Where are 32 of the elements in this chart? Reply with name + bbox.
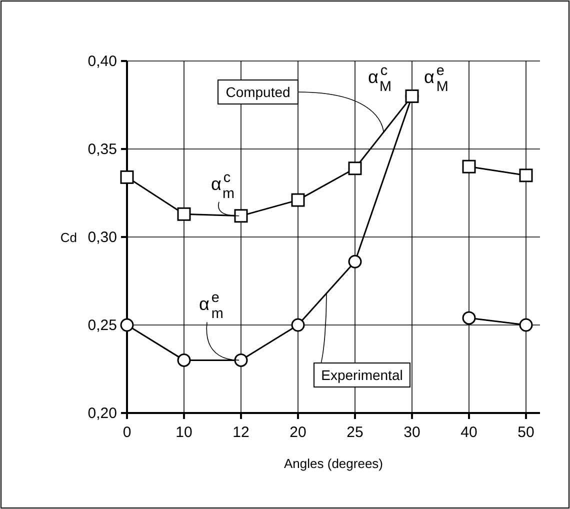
point bbox=[234, 353, 248, 367]
point bbox=[291, 318, 305, 332]
y-axis-title: Cd bbox=[60, 230, 77, 245]
point bbox=[177, 353, 191, 367]
x-tick-label: 50 bbox=[518, 424, 534, 441]
x-axis-title: Angles (degrees) bbox=[284, 456, 383, 471]
point bbox=[234, 209, 248, 223]
point bbox=[519, 168, 533, 182]
point bbox=[177, 207, 191, 221]
x-tick-label: 0 bbox=[122, 424, 132, 441]
point bbox=[291, 193, 305, 207]
point bbox=[348, 162, 362, 176]
y-tick-label: 0,35 bbox=[88, 141, 117, 158]
text: Computed bbox=[226, 84, 290, 100]
point bbox=[120, 170, 134, 184]
y-tick-label: 0,25 bbox=[88, 317, 117, 334]
y-tick-label: 0,20 bbox=[88, 405, 117, 422]
point bbox=[462, 311, 476, 325]
point bbox=[348, 254, 362, 268]
text: Experimental bbox=[321, 367, 403, 383]
point bbox=[120, 318, 134, 332]
x-tick-label: 25 bbox=[346, 424, 364, 441]
point bbox=[519, 318, 533, 332]
x-tick-label: 40 bbox=[460, 424, 478, 441]
x-tick-label: 30 bbox=[404, 424, 420, 441]
x-tick-label: 10 bbox=[176, 424, 192, 441]
point bbox=[462, 160, 476, 174]
x-tick-label: 12 bbox=[232, 424, 250, 441]
y-tick-label: 0,40 bbox=[88, 53, 117, 70]
point bbox=[405, 89, 419, 103]
y-tick-label: 0,30 bbox=[88, 229, 117, 246]
x-tick-label: 20 bbox=[290, 424, 306, 441]
